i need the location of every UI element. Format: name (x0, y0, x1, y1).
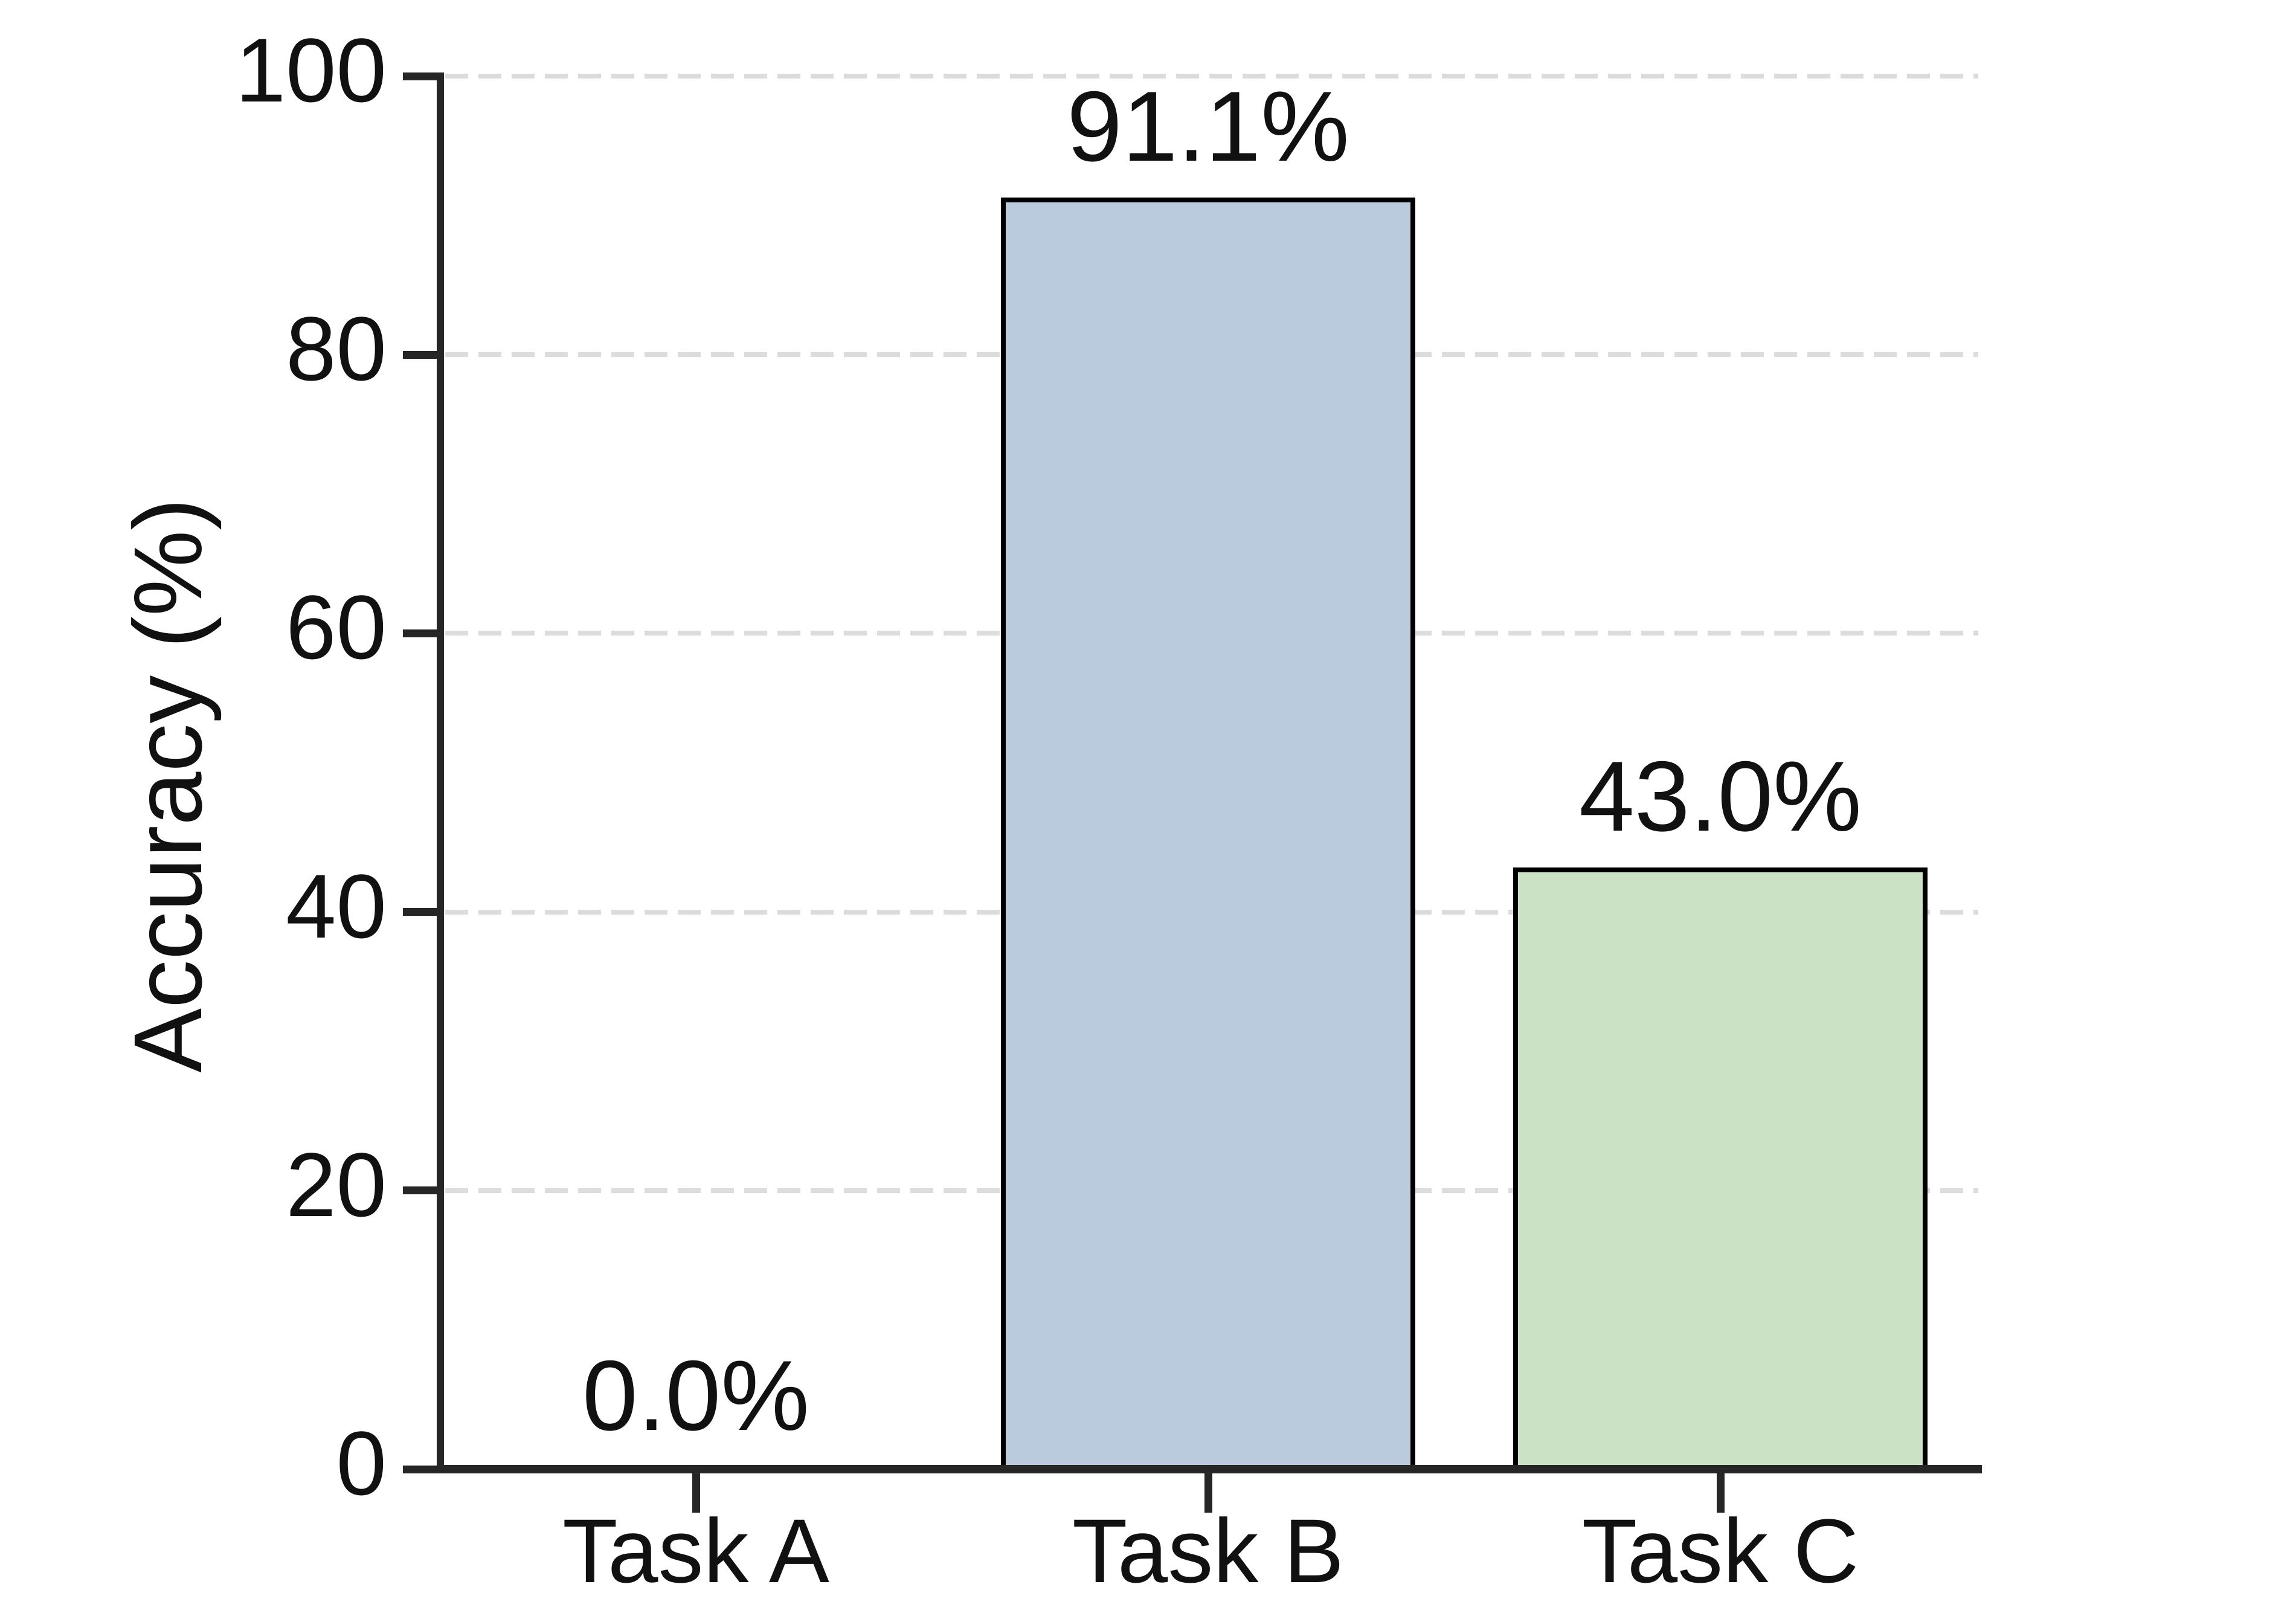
y-tick-label-100: 100 (235, 19, 387, 121)
x-tick-task-c (1716, 1473, 1725, 1513)
gridline-100 (445, 74, 1978, 79)
y-tick-40 (403, 908, 437, 916)
value-label-task-a: 0.0% (582, 1340, 810, 1451)
y-tick-80 (403, 350, 437, 359)
x-tick-label-task-c: Task C (1581, 1500, 1859, 1601)
value-label-task-b: 91.1% (1067, 71, 1349, 182)
x-tick-task-a (692, 1473, 700, 1513)
bar-task-c (1513, 867, 1928, 1473)
y-axis-spine (437, 72, 444, 1473)
y-tick-label-80: 80 (286, 298, 387, 400)
y-tick-100 (403, 72, 437, 80)
y-tick-0 (403, 1465, 437, 1473)
y-tick-label-0: 0 (336, 1412, 387, 1514)
x-tick-task-b (1204, 1473, 1212, 1513)
y-tick-label-60: 60 (286, 576, 387, 678)
y-tick-label-40: 40 (286, 855, 387, 957)
x-tick-label-task-b: Task B (1072, 1500, 1345, 1601)
x-axis-baseline (437, 1465, 1982, 1473)
value-label-task-c: 43.0% (1579, 741, 1862, 852)
bar-task-b (1001, 198, 1415, 1473)
y-tick-20 (403, 1186, 437, 1195)
x-tick-label-task-a: Task A (562, 1500, 829, 1601)
y-tick-60 (403, 629, 437, 637)
y-tick-label-20: 20 (286, 1133, 387, 1235)
